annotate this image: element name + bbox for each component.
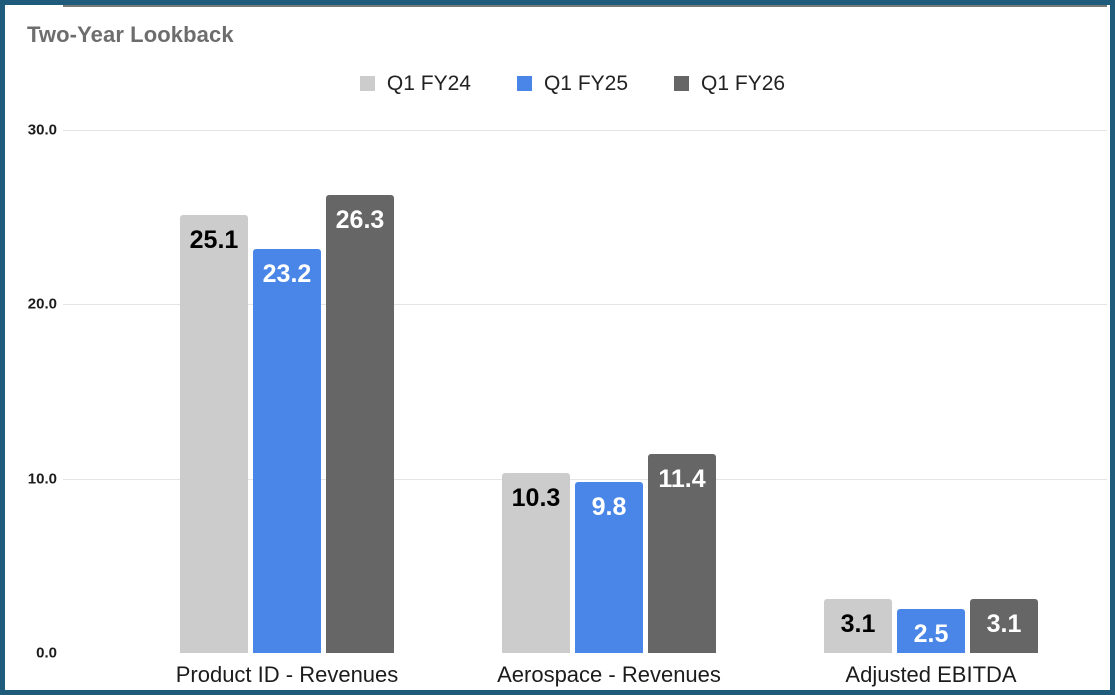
gridline-20.0 — [63, 304, 1107, 306]
bar-value-label: 2.5 — [913, 620, 949, 649]
x-axis-line — [63, 5, 1107, 7]
legend-swatch-icon-fy25 — [516, 76, 532, 91]
y-tick-label: 10.0 — [27, 470, 57, 488]
category-label: Product ID - Revenues — [175, 662, 399, 687]
bar[interactable]: 11.4 — [648, 454, 716, 653]
bar-value-label: 11.4 — [658, 465, 706, 494]
bar[interactable]: 2.5 — [897, 609, 965, 653]
gridline-30.0 — [63, 130, 1107, 131]
y-tick-label: 0.0 — [36, 644, 57, 662]
bar[interactable]: 3.1 — [824, 598, 892, 653]
bar-value-label: 23.2 — [262, 259, 312, 288]
bar-value-label: 3.1 — [986, 609, 1022, 638]
legend-label-fy26: Q1 FY26 — [701, 72, 786, 95]
bar[interactable]: 26.3 — [326, 194, 394, 653]
legend-swatch-icon-fy24 — [359, 76, 375, 91]
bar[interactable]: 23.2 — [253, 248, 321, 653]
legend-item-fy25[interactable]: Q1 FY25 — [516, 72, 629, 95]
chart-legend: Q1 FY24 Q1 FY25 Q1 FY26 — [5, 73, 1110, 94]
chart-title: Two-Year Lookback — [27, 22, 234, 47]
bar-value-label: 10.3 — [511, 484, 561, 513]
category-label: Aerospace - Revenues — [497, 662, 721, 687]
legend-label-fy25: Q1 FY25 — [543, 72, 629, 95]
bar[interactable]: 25.1 — [180, 215, 248, 653]
legend-label-fy24: Q1 FY24 — [386, 72, 471, 95]
bar-value-label: 3.1 — [840, 609, 876, 638]
bar[interactable]: 3.1 — [970, 598, 1038, 653]
bar-value-label: 25.1 — [189, 226, 239, 255]
y-tick-label: 30.0 — [27, 121, 57, 139]
category-label: Adjusted EBITDA — [845, 662, 1017, 687]
bar[interactable]: 9.8 — [575, 482, 643, 653]
plot-area: 0.0 10.0 20.0 30.0 25.1 23.2 26.3 10.3 9.8 11.4 3… — [5, 5, 1110, 690]
bar-value-label: 26.3 — [335, 205, 385, 234]
bar-value-label: 9.8 — [591, 493, 627, 522]
legend-swatch-icon-fy26 — [674, 76, 690, 91]
y-tick-label: 20.0 — [27, 295, 57, 313]
legend-item-fy24[interactable]: Q1 FY24 — [359, 72, 471, 95]
legend-item-fy26[interactable]: Q1 FY26 — [674, 73, 785, 94]
gridline-10.0 — [63, 478, 1107, 480]
bar[interactable]: 10.3 — [502, 473, 570, 653]
